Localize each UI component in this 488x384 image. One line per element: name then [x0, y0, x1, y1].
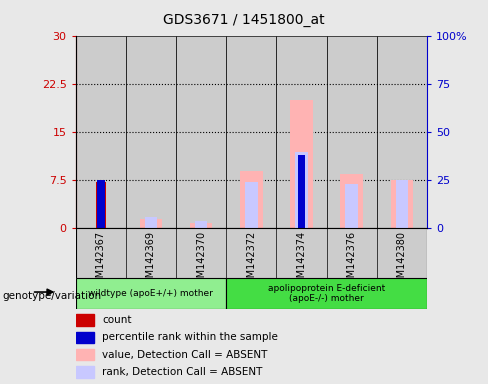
Bar — [140, 219, 162, 228]
Bar — [390, 180, 413, 228]
Text: GSM142372: GSM142372 — [246, 231, 256, 290]
Text: count: count — [102, 315, 131, 325]
Bar — [290, 101, 313, 228]
Text: apolipoprotein E-deficient
(apoE-/-) mother: apolipoprotein E-deficient (apoE-/-) mot… — [268, 284, 385, 303]
Bar — [245, 182, 258, 228]
Bar — [326, 36, 377, 228]
Bar — [96, 182, 106, 228]
Bar — [76, 36, 126, 228]
Bar — [396, 180, 408, 228]
Bar — [76, 314, 94, 326]
Bar — [377, 36, 427, 228]
Text: GSM142380: GSM142380 — [397, 231, 407, 290]
Text: GSM142374: GSM142374 — [297, 231, 306, 290]
Text: percentile rank within the sample: percentile rank within the sample — [102, 332, 278, 342]
Bar — [97, 180, 104, 228]
Bar — [298, 155, 305, 228]
Text: GSM142376: GSM142376 — [346, 231, 357, 290]
Text: GDS3671 / 1451800_at: GDS3671 / 1451800_at — [163, 13, 325, 27]
Text: rank, Detection Call = ABSENT: rank, Detection Call = ABSENT — [102, 367, 263, 377]
Text: value, Detection Call = ABSENT: value, Detection Call = ABSENT — [102, 349, 267, 359]
Bar — [341, 174, 363, 228]
Text: GSM142370: GSM142370 — [196, 231, 206, 290]
Text: wildtype (apoE+/+) mother: wildtype (apoE+/+) mother — [88, 289, 213, 298]
Bar — [176, 36, 226, 228]
Bar — [126, 36, 176, 228]
Bar — [295, 152, 308, 228]
Text: GSM142369: GSM142369 — [146, 231, 156, 290]
Bar — [240, 171, 263, 228]
Bar — [190, 223, 212, 228]
Bar — [276, 36, 326, 228]
Text: GSM142367: GSM142367 — [96, 231, 106, 290]
Bar — [226, 36, 276, 228]
Text: genotype/variation: genotype/variation — [2, 291, 102, 301]
Bar — [76, 366, 94, 377]
Bar — [195, 222, 207, 228]
Bar — [226, 278, 427, 309]
Bar — [76, 332, 94, 343]
Bar — [76, 349, 94, 360]
Bar — [346, 184, 358, 228]
Bar — [76, 278, 226, 309]
Bar — [144, 217, 157, 228]
